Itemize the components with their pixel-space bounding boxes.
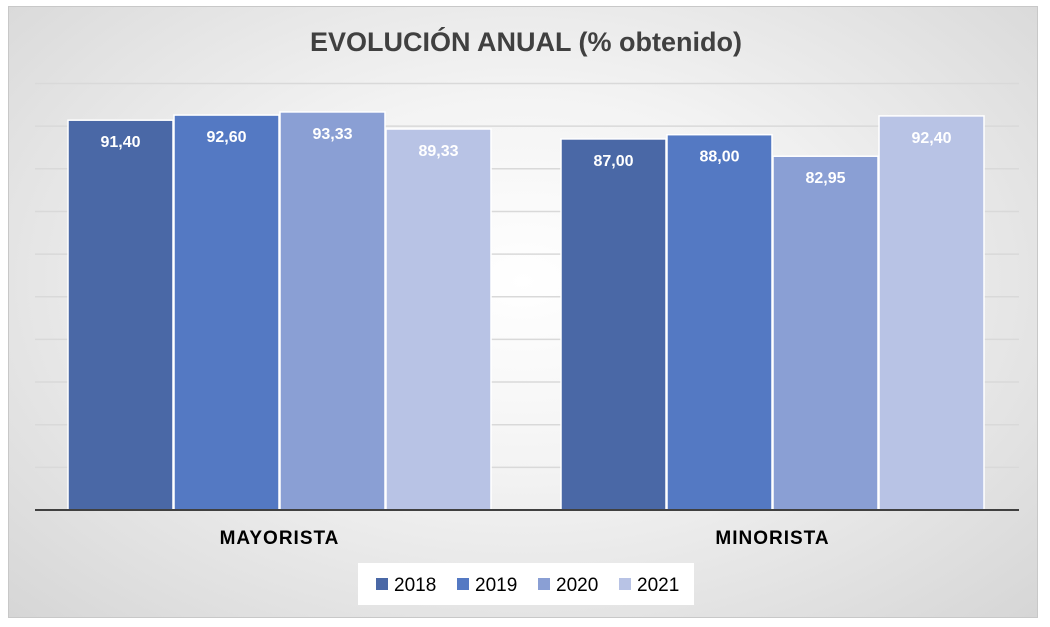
data-label-2018-minorista: 87,00 — [593, 153, 633, 170]
legend[interactable]: 2018 2019 2020 2021 — [358, 563, 694, 605]
bar-2020-minorista — [772, 155, 879, 511]
data-label-2018-mayorista: 91,40 — [100, 134, 140, 151]
chart-title: EVOLUCIÓN ANUAL (% obtenido) — [310, 26, 742, 57]
chart-frame: EVOLUCIÓN ANUAL (% obtenido) 91,40 92,60 9… — [8, 6, 1038, 618]
bar-2021-minorista — [878, 115, 985, 511]
data-label-2021-minorista: 92,40 — [911, 130, 951, 147]
legend-box — [358, 563, 694, 605]
legend-swatch-2018 — [376, 578, 388, 590]
data-label-2019-mayorista: 92,60 — [206, 129, 246, 146]
bar-2019-minorista — [666, 133, 773, 511]
legend-item-2020[interactable]: 2020 — [538, 575, 598, 596]
legend-item-2021[interactable]: 2021 — [619, 575, 679, 596]
legend-item-2018[interactable]: 2018 — [376, 575, 436, 596]
bar-2019-mayorista — [173, 114, 280, 511]
legend-label-2020: 2020 — [556, 575, 598, 596]
category-label-minorista: MINORISTA — [715, 528, 829, 549]
category-label-mayorista: MAYORISTA — [220, 528, 340, 549]
legend-swatch-2020 — [538, 578, 550, 590]
legend-label-2021: 2021 — [637, 575, 679, 596]
legend-item-2019[interactable]: 2019 — [457, 575, 517, 596]
data-label-2021-mayorista: 89,33 — [418, 143, 458, 160]
bar-2021-mayorista — [385, 128, 492, 511]
data-label-2020-minorista: 82,95 — [805, 170, 845, 187]
bar-2018-mayorista — [67, 119, 174, 511]
data-label-2020-mayorista: 93,33 — [312, 126, 352, 143]
bar-2018-minorista — [560, 138, 667, 511]
bars — [67, 111, 985, 511]
legend-swatch-2021 — [619, 578, 631, 590]
legend-label-2019: 2019 — [475, 575, 517, 596]
legend-swatch-2019 — [457, 578, 469, 590]
data-labels: 91,40 92,60 93,33 89,33 87,00 88,00 82,95 92,40 — [100, 126, 951, 187]
x-axis: MAYORISTA MINORISTA — [35, 509, 1019, 549]
chart: EVOLUCIÓN ANUAL (% obtenido) 91,40 92,60 9… — [35, 26, 1019, 605]
legend-label-2018: 2018 — [394, 575, 436, 596]
bar-2020-mayorista — [279, 111, 386, 511]
data-label-2019-minorista: 88,00 — [699, 149, 739, 166]
